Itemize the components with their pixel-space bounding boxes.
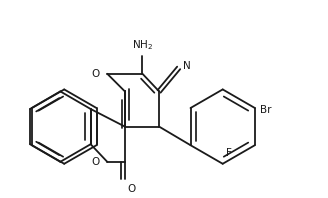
Text: NH$_2$: NH$_2$ bbox=[132, 38, 153, 52]
Text: O: O bbox=[91, 69, 99, 79]
Text: Br: Br bbox=[260, 105, 271, 115]
Text: O: O bbox=[91, 157, 99, 167]
Text: N: N bbox=[183, 61, 191, 71]
Text: F: F bbox=[226, 148, 232, 158]
Text: O: O bbox=[128, 184, 136, 194]
